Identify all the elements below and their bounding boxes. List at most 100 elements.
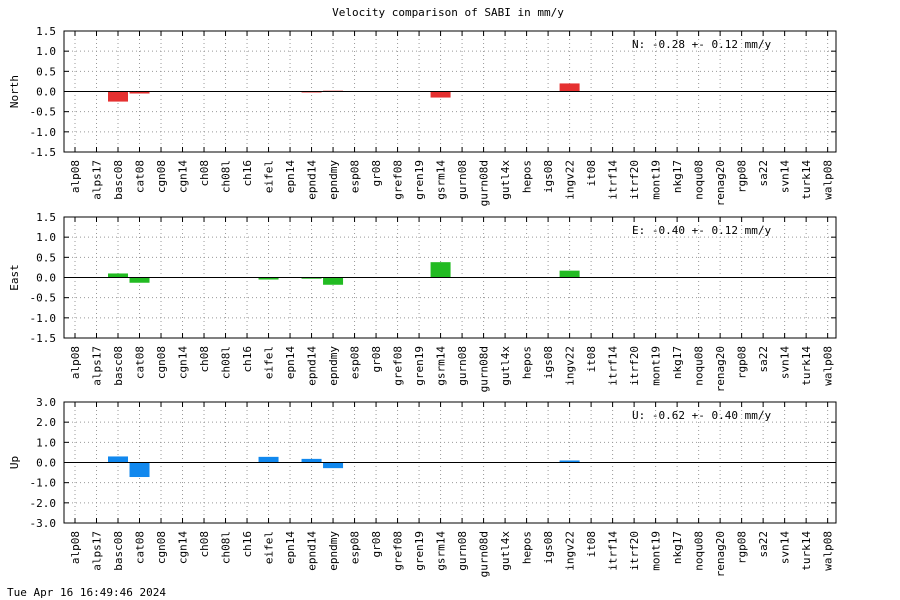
x-tick-label: cgn14 <box>177 160 190 193</box>
panel-annotation: U: -0.62 +- 0.40 mm/y <box>632 409 771 422</box>
y-tick-label: -0.5 <box>30 106 57 119</box>
x-tick-label: igs08 <box>542 160 555 193</box>
x-tick-label: itrf14 <box>607 531 620 571</box>
x-tick-label: gurn08 <box>456 346 469 386</box>
bar-basc08 <box>108 456 129 463</box>
y-axis-label: Up <box>8 456 21 469</box>
bar-epndmy <box>323 277 344 285</box>
x-tick-label: esp08 <box>349 160 362 193</box>
plot-frame <box>63 30 837 153</box>
x-tick-label: ch08l <box>220 531 233 564</box>
x-tick-label: svn14 <box>779 346 792 379</box>
x-tick-label: gr08 <box>370 160 383 187</box>
x-tick-label: epndmy <box>327 346 340 386</box>
x-tick-label: epndmy <box>327 531 340 571</box>
y-tick-label: -1.5 <box>30 146 57 159</box>
y-tick-label: 0.5 <box>36 251 56 264</box>
x-tick-label: cat08 <box>134 346 147 379</box>
x-tick-label: hepos <box>521 160 534 193</box>
x-tick-label: ch08 <box>198 531 211 558</box>
x-tick-label: cat08 <box>134 160 147 193</box>
x-tick-label: gref08 <box>392 160 405 200</box>
x-tick-label: epnd14 <box>306 346 319 386</box>
x-tick-label: igs08 <box>542 346 555 379</box>
y-tick-label: 2.0 <box>36 416 56 429</box>
x-tick-label: basc08 <box>112 531 125 571</box>
y-tick-label: 0.0 <box>36 272 56 285</box>
x-tick-label: ingv22 <box>564 160 577 200</box>
x-tick-label: svn14 <box>779 160 792 193</box>
bar-epnd14 <box>301 277 322 279</box>
x-tick-label: ch16 <box>241 531 254 558</box>
x-tick-label: svn14 <box>779 531 792 564</box>
x-tick-label: noqu08 <box>693 531 706 571</box>
x-tick-label: alps17 <box>91 346 104 386</box>
x-tick-label: it08 <box>585 531 598 558</box>
y-axis-label: East <box>8 264 21 291</box>
bar-cat08 <box>129 91 150 94</box>
x-tick-label: it08 <box>585 160 598 187</box>
x-tick-label: gutl4x <box>499 531 512 571</box>
x-tick-label: ch08 <box>198 346 211 373</box>
chart-title: Velocity comparison of SABI in mm/y <box>332 6 564 19</box>
timestamp: Tue Apr 16 16:49:46 2024 <box>7 586 166 599</box>
x-tick-label: noqu08 <box>693 346 706 386</box>
bar-ingv22 <box>559 460 580 463</box>
x-tick-label: alps17 <box>91 531 104 571</box>
y-tick-label: 0.5 <box>36 65 56 78</box>
bar-cat08 <box>129 462 150 478</box>
x-tick-label: basc08 <box>112 160 125 200</box>
plot-frame <box>63 216 837 339</box>
x-tick-label: eifel <box>263 160 276 193</box>
x-tick-label: gr08 <box>370 531 383 558</box>
x-tick-label: epn14 <box>284 531 297 564</box>
bar-ingv22 <box>559 270 580 278</box>
y-tick-label: 1.5 <box>36 211 56 224</box>
x-tick-label: ch08l <box>220 160 233 193</box>
x-tick-label: mont19 <box>650 160 663 200</box>
x-tick-label: sa22 <box>757 346 770 373</box>
x-tick-label: gurn08 <box>456 160 469 200</box>
x-tick-label: gren19 <box>413 160 426 200</box>
x-tick-label: ch16 <box>241 346 254 373</box>
x-tick-label: epndmy <box>327 160 340 200</box>
x-tick-label: hepos <box>521 346 534 379</box>
x-tick-label: alp08 <box>69 346 82 379</box>
plot-frame <box>63 401 837 524</box>
x-tick-label: epnd14 <box>306 160 319 200</box>
x-tick-label: noqu08 <box>693 160 706 200</box>
x-tick-label: gurn08d <box>478 531 491 577</box>
y-tick-label: -0.5 <box>30 292 57 305</box>
bar-epnd14 <box>301 458 322 463</box>
y-tick-label: 1.0 <box>36 231 56 244</box>
x-tick-label: nkg17 <box>671 160 684 193</box>
x-tick-label: mont19 <box>650 531 663 571</box>
x-tick-label: ch08 <box>198 160 211 187</box>
x-tick-label: gref08 <box>392 531 405 571</box>
x-tick-label: igs08 <box>542 531 555 564</box>
x-tick-label: gsrm14 <box>435 160 448 200</box>
bar-gsrm14 <box>430 262 451 278</box>
x-tick-label: mont19 <box>650 346 663 386</box>
y-tick-label: 1.5 <box>36 25 56 38</box>
bar-basc08 <box>108 273 129 278</box>
x-tick-label: gurn08d <box>478 160 491 206</box>
x-tick-label: gr08 <box>370 346 383 373</box>
x-tick-label: alp08 <box>69 160 82 193</box>
x-tick-label: esp08 <box>349 346 362 379</box>
x-tick-label: alp08 <box>69 531 82 564</box>
x-tick-label: gren19 <box>413 531 426 571</box>
x-tick-label: itrf20 <box>628 160 641 200</box>
y-tick-label: 1.0 <box>36 436 56 449</box>
x-tick-label: gurn08 <box>456 531 469 571</box>
bar-gsrm14 <box>430 91 451 98</box>
x-tick-label: basc08 <box>112 346 125 386</box>
x-tick-label: turk14 <box>800 160 813 200</box>
x-tick-label: gsrm14 <box>435 346 448 386</box>
x-tick-label: gurn08d <box>478 346 491 392</box>
y-tick-label: -1.5 <box>30 332 57 345</box>
x-tick-label: cgn08 <box>155 531 168 564</box>
x-tick-label: ch08l <box>220 346 233 379</box>
y-tick-label: 3.0 <box>36 396 56 409</box>
